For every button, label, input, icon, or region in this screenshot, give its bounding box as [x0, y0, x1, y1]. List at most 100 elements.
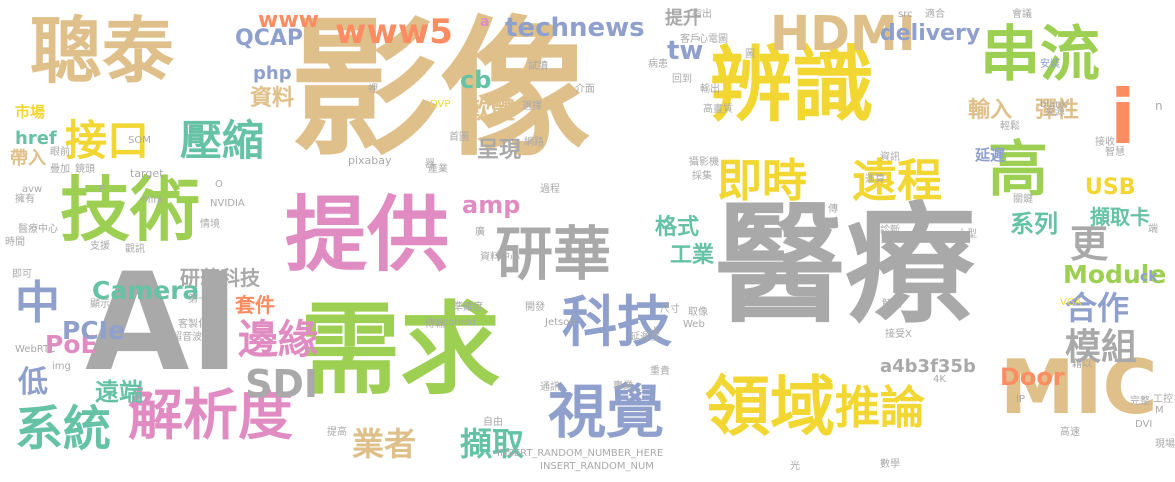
word-113: 資料中心	[480, 252, 520, 263]
word-144: IP	[1016, 394, 1025, 405]
word-50: amp	[462, 191, 521, 219]
word-108: 擁有	[15, 194, 35, 205]
word-148: 完整	[1130, 396, 1150, 407]
word-21: 壓縮	[180, 116, 265, 165]
word-52: 軟體	[467, 96, 515, 124]
word-41: Door	[1000, 363, 1065, 391]
word-91: 過程	[540, 184, 560, 195]
word-22: 接口	[65, 116, 150, 165]
word-31: 合作	[1065, 289, 1130, 327]
word-44: USB	[1085, 175, 1136, 200]
word-79: 客戶	[680, 34, 700, 45]
word-46: 擷取卡	[1090, 205, 1150, 229]
word-106: NVIDIA	[210, 198, 245, 209]
word-66: ck	[1140, 269, 1158, 285]
word-39: Camera	[92, 276, 200, 305]
word-152: INSERT_RANDOM_NUM	[540, 461, 654, 472]
word-160: 廣	[475, 227, 485, 238]
word-100: 疊加	[50, 164, 70, 175]
word-51: 呈現	[477, 138, 522, 163]
word-140: 專業	[613, 381, 633, 392]
word-36: delivery	[880, 21, 981, 46]
word-6: 提供	[285, 188, 450, 283]
word-63: 提升	[665, 8, 701, 29]
word-125: VGA	[1060, 297, 1082, 308]
word-14: 視覺	[548, 378, 665, 446]
word-57: 輸入	[968, 98, 1013, 123]
word-149: 提高	[327, 427, 347, 438]
word-27: technews	[505, 13, 645, 43]
word-69: pixabay	[348, 154, 392, 167]
word-151: INSERT_RANDOM_NUMBER_HERE	[497, 448, 664, 459]
word-159: DVI	[1135, 419, 1153, 430]
word-90: 採集	[692, 171, 712, 182]
word-19: 系統	[15, 401, 112, 457]
word-24: 模組	[1065, 327, 1138, 368]
word-117: 端	[1148, 224, 1158, 235]
word-0: 影像	[290, 3, 591, 177]
word-131: zoneid	[443, 317, 476, 328]
word-35: www	[258, 8, 319, 33]
word-105: Mini	[142, 195, 163, 206]
word-32: 更	[1070, 222, 1109, 266]
word-45: 系列	[1010, 210, 1058, 238]
word-89: 攝影機	[689, 157, 719, 168]
word-132: Jetson	[545, 317, 576, 328]
word-67: n	[1155, 99, 1163, 113]
word-11: 研華	[495, 220, 612, 288]
word-62: href	[15, 128, 57, 149]
word-158: O	[215, 179, 223, 190]
word-18: 推論	[835, 381, 926, 434]
word-161: 圖	[745, 49, 755, 60]
word-78: 試讀	[528, 61, 548, 72]
word-9: 領域	[705, 370, 836, 445]
word-68: SOM	[128, 135, 151, 146]
word-114: 診斷	[880, 225, 900, 236]
word-40: Module	[1063, 260, 1167, 289]
word-2: AI	[85, 244, 240, 401]
word-84: 輸出	[700, 84, 720, 95]
word-128: 卡	[650, 327, 660, 338]
word-135: 超音波	[172, 332, 202, 343]
word-71: a	[480, 14, 490, 30]
word-23: 中	[15, 276, 61, 329]
word-107: 情境	[200, 219, 220, 230]
word-112: 觀訊	[125, 244, 145, 255]
word-119: 顯示	[90, 299, 110, 310]
word-73: src	[898, 9, 913, 20]
word-147: 高速	[1060, 427, 1080, 438]
word-123: 尺寸	[660, 304, 680, 315]
word-87: 首圖	[449, 132, 469, 143]
word-83: 選擇	[522, 101, 542, 112]
word-139: 重貴	[650, 366, 670, 377]
word-48: 遠端	[95, 378, 143, 406]
word-34: 低	[18, 365, 48, 400]
word-10: MIC	[1000, 343, 1158, 431]
word-25: 邊緣	[238, 317, 318, 363]
word-16: 遠程	[852, 154, 943, 207]
word-4: 辨識	[710, 38, 875, 133]
word-103: avw	[22, 184, 43, 195]
word-127: 延遲性	[630, 332, 660, 343]
word-146: 現場	[1155, 439, 1175, 450]
word-101: 眼前	[50, 147, 70, 158]
word-145: M	[1155, 405, 1164, 416]
word-98: 運算	[865, 174, 885, 185]
word-115: 大型	[957, 229, 977, 240]
word-136: WebRTC	[15, 344, 56, 355]
word-121: 準確度	[453, 302, 483, 313]
word-143: 工控	[1153, 394, 1173, 405]
word-116: 關鍵	[1013, 194, 1033, 205]
word-118: 即可	[12, 269, 32, 280]
word-77: 心電圖	[698, 34, 728, 45]
word-88: 網路	[524, 137, 544, 148]
word-58: 彈性	[1035, 98, 1080, 123]
word-122: 開發	[525, 302, 545, 313]
word-17: 即時	[717, 154, 808, 207]
word-75: 會議	[1012, 9, 1032, 20]
word-86: DVP	[430, 99, 451, 110]
word-156: 裡	[368, 84, 378, 95]
word-33: i	[1110, 73, 1136, 161]
word-99: 產業	[428, 164, 448, 175]
word-74: 適合	[925, 9, 945, 20]
